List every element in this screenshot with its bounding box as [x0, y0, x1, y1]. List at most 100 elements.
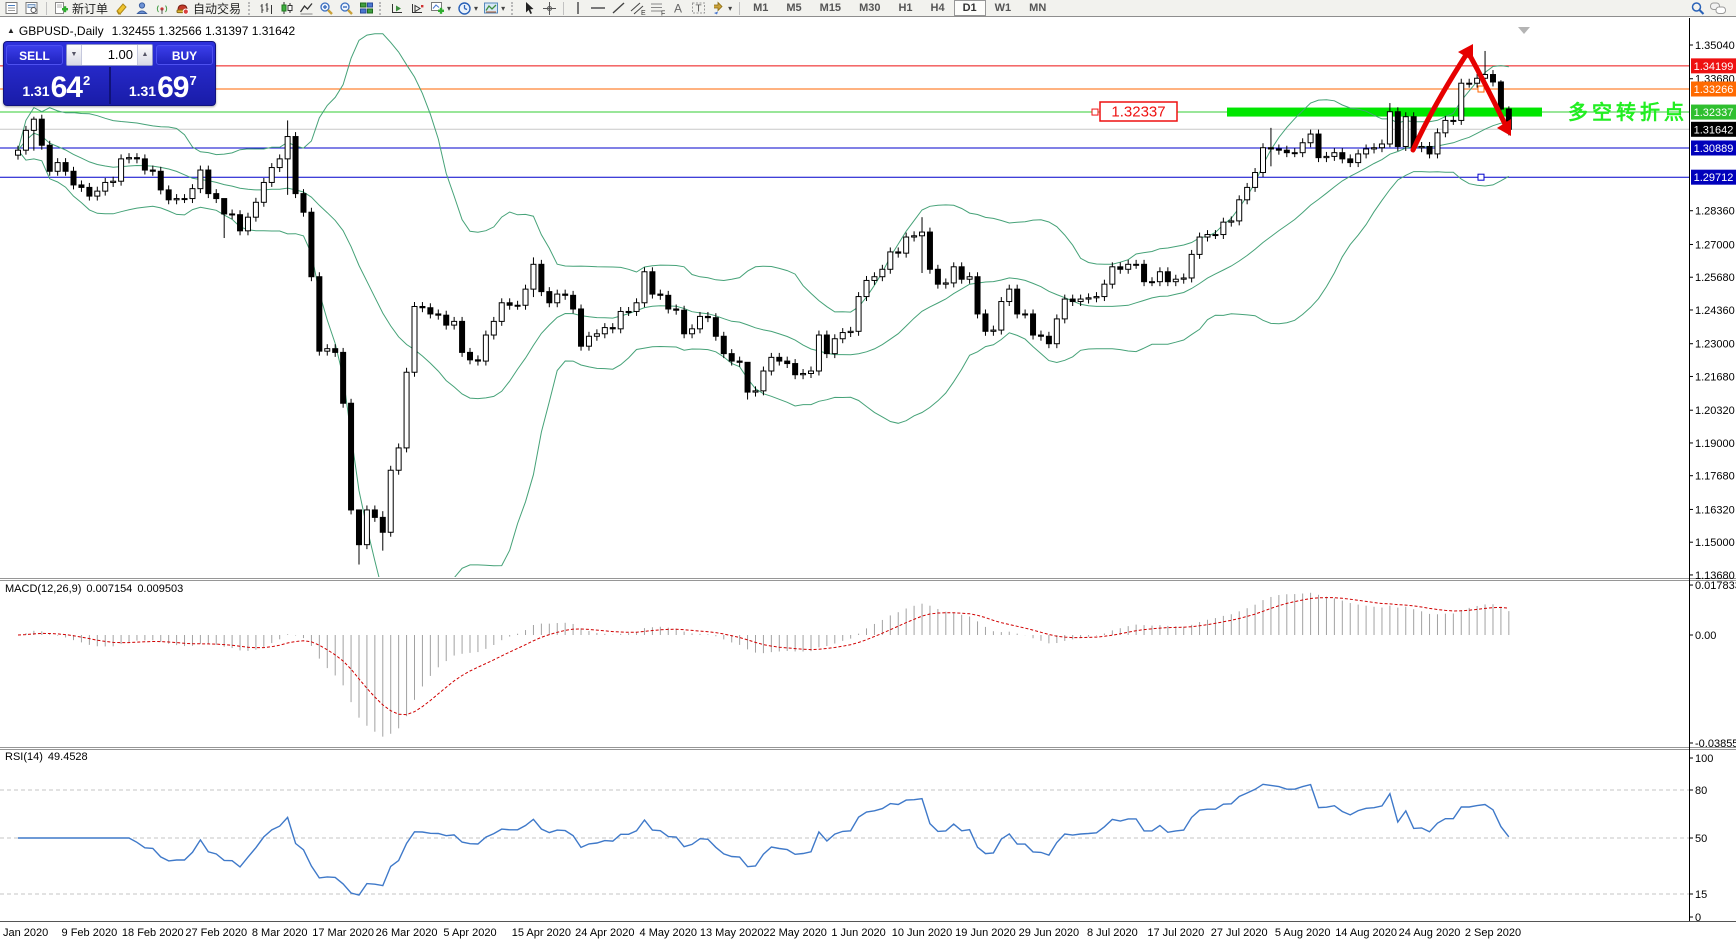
- zoom-in-icon[interactable]: [316, 0, 336, 16]
- one-click-trading-panel: SELL ▼ 1.00 ▲ BUY 1.31 64 2 1.31 69 7: [3, 41, 216, 106]
- toolbar-drag-handle: [379, 1, 384, 15]
- sell-price-sup: 2: [82, 73, 91, 88]
- buy-button[interactable]: BUY: [156, 45, 213, 65]
- svg-text:18 Feb 2020: 18 Feb 2020: [122, 927, 184, 939]
- vertical-line-tool-icon[interactable]: [568, 0, 588, 16]
- svg-text:5 Apr 2020: 5 Apr 2020: [443, 927, 496, 939]
- svg-text:1.32337: 1.32337: [1694, 107, 1734, 119]
- autotrading-icon[interactable]: [172, 0, 192, 16]
- svg-text:A: A: [674, 2, 682, 16]
- tf-m30-button[interactable]: M30: [850, 0, 889, 16]
- svg-text:1.15000: 1.15000: [1695, 537, 1735, 549]
- periods-dropdown-caret[interactable]: ▾: [474, 3, 479, 13]
- arrows-dropdown-caret[interactable]: ▾: [728, 3, 733, 13]
- templates-icon[interactable]: [481, 0, 501, 16]
- sell-button[interactable]: SELL: [6, 45, 63, 65]
- equidistant-channel-tool-icon[interactable]: E: [628, 0, 648, 16]
- scroll-to-end-marker[interactable]: [1518, 27, 1530, 34]
- svg-text:50: 50: [1695, 833, 1707, 845]
- svg-text:1.20320: 1.20320: [1695, 405, 1735, 417]
- chart-shift-icon[interactable]: [407, 0, 427, 16]
- autotrading-label[interactable]: 自动交易: [193, 1, 242, 16]
- macd-value-1: 0.007154: [86, 583, 133, 595]
- svg-text:22 May 2020: 22 May 2020: [763, 927, 827, 939]
- svg-text:29 Jun 2020: 29 Jun 2020: [1019, 927, 1080, 939]
- svg-text:1.31642: 1.31642: [1694, 124, 1734, 136]
- tf-m15-button[interactable]: M15: [811, 0, 850, 16]
- chart-ohlc-values: 1.32455 1.32566 1.31397 1.31642: [111, 24, 296, 38]
- buy-price-small: 1.31: [128, 83, 157, 99]
- svg-text:17 Jul 2020: 17 Jul 2020: [1147, 927, 1204, 939]
- data-window-icon[interactable]: [22, 0, 42, 16]
- svg-text:1.21680: 1.21680: [1695, 371, 1735, 383]
- svg-text:80: 80: [1695, 785, 1707, 797]
- volume-input[interactable]: 1.00: [82, 45, 137, 65]
- trend-arrows[interactable]: [1410, 44, 1511, 153]
- line-chart-type-icon[interactable]: [296, 0, 316, 16]
- new-order-icon[interactable]: [51, 0, 71, 16]
- profile-icon[interactable]: [132, 0, 152, 16]
- svg-text:1.25680: 1.25680: [1695, 272, 1735, 284]
- bar-chart-type-icon[interactable]: [256, 0, 276, 16]
- fibonacci-tool-icon[interactable]: F: [648, 0, 668, 16]
- signal-icon[interactable]: [152, 0, 172, 16]
- support-resistance-bar[interactable]: [1227, 107, 1542, 117]
- candles: [15, 50, 1512, 565]
- tf-m5-button[interactable]: M5: [777, 0, 810, 16]
- volume-decrease-button[interactable]: ▼: [67, 45, 82, 65]
- text-label-tool-icon[interactable]: T: [688, 0, 708, 16]
- tf-h1-button[interactable]: H1: [889, 0, 921, 16]
- buy-price-big: 69: [157, 71, 189, 104]
- zoom-out-icon[interactable]: [336, 0, 356, 16]
- volume-increase-button[interactable]: ▲: [137, 45, 152, 65]
- annotation-text[interactable]: 多空转折点: [1568, 100, 1688, 124]
- cursor-icon[interactable]: [519, 0, 539, 16]
- crayon-icon[interactable]: [112, 0, 132, 16]
- templates-dropdown-caret[interactable]: ▾: [501, 3, 506, 13]
- search-icon[interactable]: [1688, 0, 1708, 16]
- arrows-tool-icon[interactable]: [708, 0, 728, 16]
- sell-price[interactable]: 1.31 64 2: [4, 67, 111, 104]
- toolbar-separator: [739, 1, 741, 15]
- svg-text:1.29712: 1.29712: [1694, 172, 1734, 184]
- svg-text:26 Mar 2020: 26 Mar 2020: [376, 927, 438, 939]
- svg-text:1.30889: 1.30889: [1694, 143, 1734, 155]
- svg-text:1.33266: 1.33266: [1694, 84, 1734, 96]
- indicators-icon[interactable]: [427, 0, 447, 16]
- svg-text:13 May 2020: 13 May 2020: [700, 927, 764, 939]
- market-watch-icon[interactable]: [2, 0, 22, 16]
- svg-text:14 Aug 2020: 14 Aug 2020: [1335, 927, 1397, 939]
- crosshair-icon[interactable]: [539, 0, 559, 16]
- indicators-dropdown-caret[interactable]: ▾: [447, 3, 452, 13]
- svg-text:F: F: [661, 10, 665, 16]
- collapse-quote-panel-icon[interactable]: ▲: [7, 26, 15, 35]
- svg-text:100: 100: [1695, 753, 1713, 765]
- tf-d1-button[interactable]: D1: [953, 0, 986, 16]
- price-flag-1-32337[interactable]: 1.32337: [1091, 101, 1178, 122]
- toolbar-drag-handle: [511, 1, 516, 15]
- tf-m1-button[interactable]: M1: [744, 0, 777, 16]
- tf-w1-button[interactable]: W1: [986, 0, 1021, 16]
- tf-mn-button[interactable]: MN: [1020, 0, 1055, 16]
- candlestick-chart-type-icon[interactable]: [276, 0, 296, 16]
- toolbar-drag-handle: [248, 1, 253, 15]
- svg-text:9 Feb 2020: 9 Feb 2020: [62, 927, 118, 939]
- toolbar-separator: [46, 1, 47, 15]
- toolbar-separator: [563, 1, 565, 15]
- svg-text:1.17680: 1.17680: [1695, 471, 1735, 483]
- horizontal-line-tool-icon[interactable]: [588, 0, 608, 16]
- tile-windows-icon[interactable]: [356, 0, 376, 16]
- auto-scroll-icon[interactable]: [387, 0, 407, 16]
- periods-clock-icon[interactable]: [454, 0, 474, 16]
- trendline-tool-icon[interactable]: [608, 0, 628, 16]
- chat-icon[interactable]: [1708, 0, 1728, 16]
- price-axis[interactable]: 1.350401.336801.283601.270001.256801.243…: [1689, 18, 1736, 924]
- svg-text:1.19000: 1.19000: [1695, 438, 1735, 450]
- text-tool-icon[interactable]: A: [668, 0, 688, 16]
- tf-h4-button[interactable]: H4: [922, 0, 954, 16]
- new-order-label[interactable]: 新订单: [72, 1, 109, 16]
- svg-text:0: 0: [1695, 912, 1701, 924]
- buy-price[interactable]: 1.31 69 7: [111, 67, 216, 104]
